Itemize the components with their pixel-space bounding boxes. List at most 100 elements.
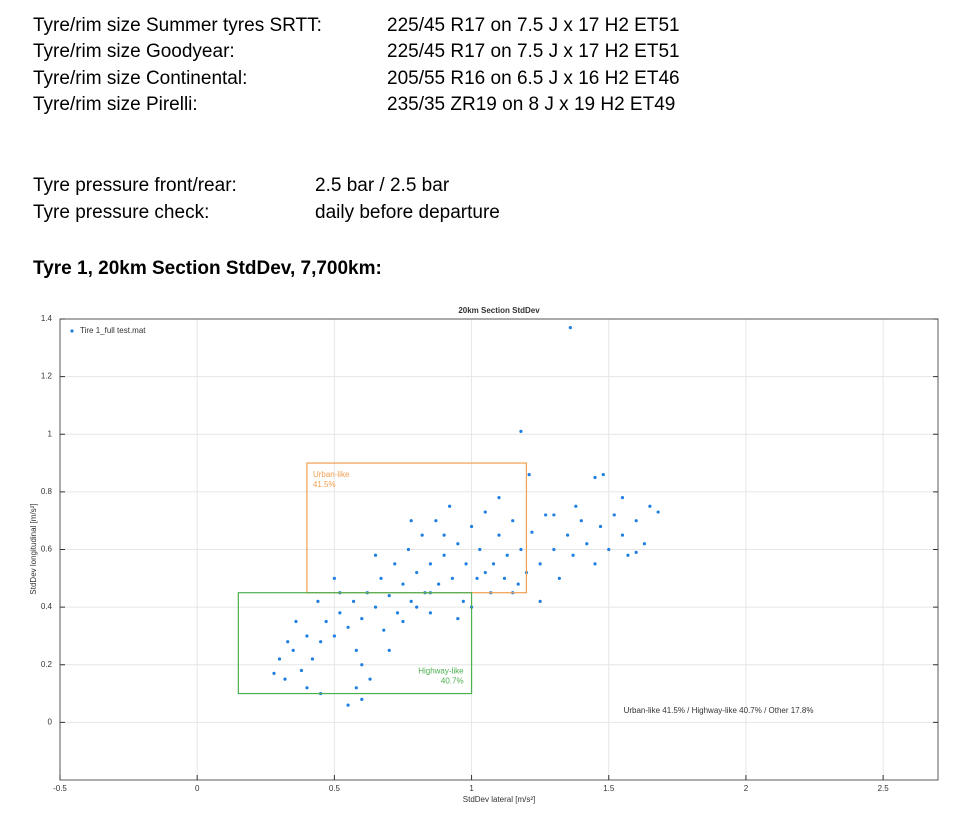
x-tick-label: 2	[744, 784, 749, 793]
point	[642, 542, 647, 546]
point	[475, 576, 479, 580]
point	[552, 513, 556, 517]
point	[491, 562, 496, 566]
y-axis-label: StdDev longitudinal [m/s²]	[29, 503, 38, 594]
legend-label: Tire 1_full test.mat	[80, 326, 146, 335]
point	[568, 326, 572, 330]
point	[442, 533, 446, 537]
x-tick-label: 0	[195, 784, 200, 793]
point	[519, 547, 523, 552]
spec-label: Tyre/rim size Continental:	[33, 68, 248, 89]
point	[497, 533, 501, 537]
point	[373, 553, 378, 557]
point	[373, 605, 378, 609]
point	[656, 510, 660, 514]
point	[324, 619, 328, 624]
point	[538, 562, 542, 566]
point	[612, 513, 616, 517]
region-box	[237, 592, 473, 695]
point	[456, 617, 460, 621]
point	[442, 553, 446, 557]
legend-marker	[70, 329, 74, 333]
point	[497, 496, 501, 500]
point	[272, 671, 276, 675]
point	[387, 594, 391, 598]
point	[437, 582, 441, 586]
plot-frame	[59, 318, 939, 781]
pressure-value: 2.5 bar / 2.5 bar	[315, 175, 450, 196]
y-tick-label: 0.8	[41, 487, 53, 496]
point	[571, 553, 575, 557]
point	[360, 617, 364, 621]
point	[552, 547, 556, 552]
pressure-label: Tyre pressure check:	[33, 202, 210, 223]
point	[395, 611, 400, 615]
spec-value: 235/35 ZR19 on 8 J x 19 H2 ET49	[387, 94, 676, 115]
y-tick-label: 0.4	[41, 602, 53, 611]
spec-value: 225/45 R17 on 7.5 J x 17 H2 ET51	[387, 41, 680, 62]
point	[634, 519, 638, 523]
x-tick-label: -0.5	[53, 784, 67, 793]
annotation: Urban-like 41.5% / Highway-like 40.7% / …	[624, 706, 814, 715]
point	[565, 533, 570, 537]
point	[574, 504, 578, 508]
x-axis-label: StdDev lateral [m/s²]	[463, 795, 535, 804]
point	[346, 703, 350, 707]
point	[579, 519, 583, 523]
point	[544, 513, 548, 517]
x-tick-label: 1.5	[603, 784, 615, 793]
spec-label: Tyre/rim size Goodyear:	[33, 41, 235, 62]
point	[382, 628, 386, 632]
point	[626, 553, 630, 557]
point	[428, 562, 433, 566]
chart-title: 20km Section StdDev	[458, 306, 540, 315]
point	[598, 524, 603, 529]
point	[483, 570, 487, 575]
y-tick-label: 1.4	[41, 314, 53, 323]
point	[648, 504, 652, 508]
point	[428, 611, 433, 615]
point	[420, 533, 424, 537]
point	[332, 634, 336, 638]
point	[310, 657, 315, 661]
point	[393, 562, 397, 566]
point	[305, 686, 309, 690]
point	[360, 663, 364, 667]
spec-label: Tyre/rim size Pirelli:	[33, 94, 198, 115]
point	[516, 582, 520, 586]
point	[368, 677, 372, 681]
y-tick-label: 1.2	[41, 372, 53, 381]
point	[406, 547, 411, 552]
point	[527, 472, 531, 477]
point	[351, 599, 356, 603]
point	[338, 611, 342, 615]
point	[519, 429, 523, 433]
point	[478, 547, 482, 552]
point	[505, 553, 509, 557]
point	[530, 530, 534, 534]
spec-label: Tyre/rim size Summer tyres SRTT:	[33, 15, 322, 36]
point	[283, 677, 287, 681]
pressure-value: daily before departure	[315, 202, 500, 223]
point	[354, 648, 358, 652]
point	[434, 519, 438, 523]
point	[557, 576, 561, 580]
point	[360, 697, 364, 701]
spec-value: 205/55 R16 on 6.5 J x 16 H2 ET46	[387, 68, 680, 89]
point	[538, 599, 542, 603]
point	[346, 625, 350, 629]
point	[634, 550, 638, 554]
point	[461, 599, 465, 603]
point	[502, 576, 507, 580]
spec-value: 225/45 R17 on 7.5 J x 17 H2 ET51	[387, 15, 680, 36]
point	[511, 519, 515, 523]
y-tick-label: 0	[48, 717, 53, 726]
point	[469, 524, 474, 529]
point	[401, 619, 405, 624]
section-heading: Tyre 1, 20km Section StdDev, 7,700km:	[33, 258, 382, 279]
point	[319, 640, 323, 644]
point	[332, 576, 336, 580]
point	[401, 582, 405, 586]
point	[379, 576, 383, 580]
